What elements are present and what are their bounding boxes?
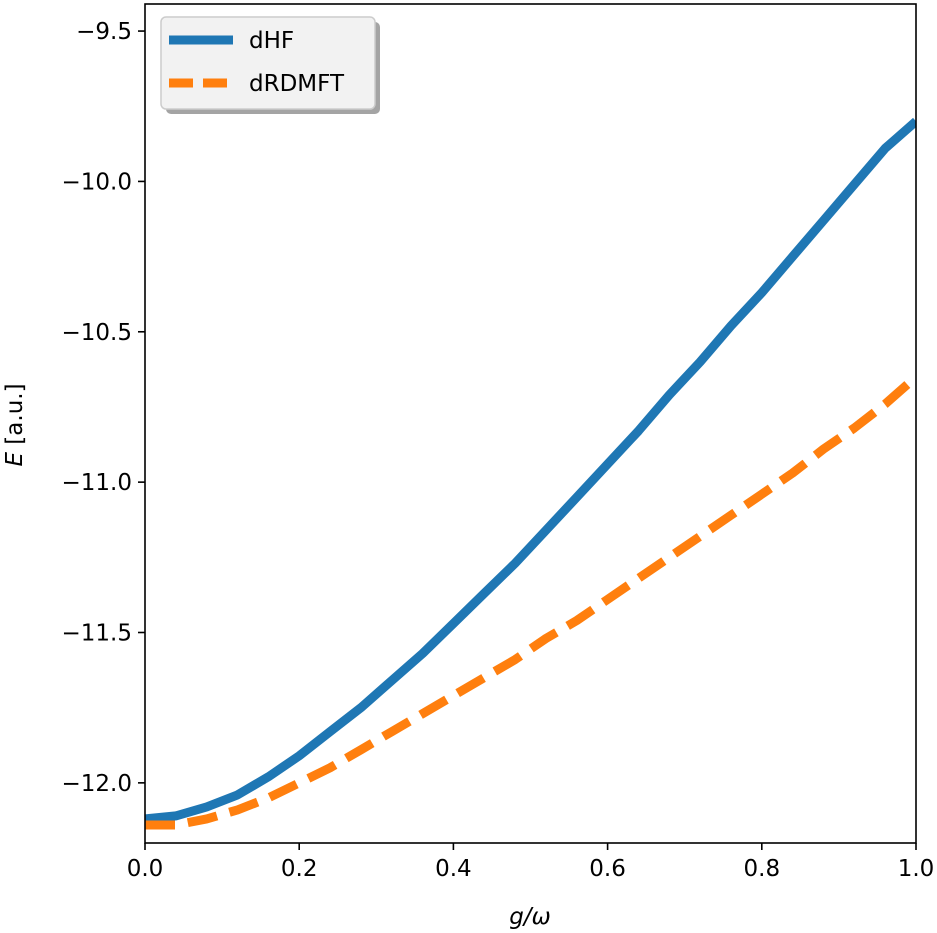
plot-frame <box>144 3 917 844</box>
y-tick-label: −10.0 <box>62 169 132 195</box>
series-layer <box>145 117 916 830</box>
y-tick-label: −11.5 <box>62 620 132 646</box>
legend: dHF dRDMFT <box>160 16 380 114</box>
y-axis-label-unit: [a.u.] <box>2 383 28 452</box>
x-axis-ticks: 0.0 0.2 0.4 0.6 0.8 1.0 <box>127 843 935 882</box>
y-tick-label: −9.5 <box>76 19 132 45</box>
x-tick-label: 1.0 <box>898 856 935 882</box>
y-axis-label-symbol: E <box>2 452 28 467</box>
x-tick-label: 0.2 <box>281 856 318 882</box>
x-tick-label: 0.8 <box>744 856 781 882</box>
legend-label-drdmft: dRDMFT <box>249 71 345 97</box>
y-axis-ticks: −9.5 −10.0 −10.5 −11.0 −11.5 −12.0 <box>62 19 145 797</box>
series-line-dhf <box>145 117 916 824</box>
x-axis-label: g/ω <box>509 904 551 930</box>
y-tick-label: −10.5 <box>62 320 132 346</box>
y-tick-label: −11.0 <box>62 470 132 496</box>
y-tick-label: −12.0 <box>62 771 132 797</box>
plot-area <box>144 3 917 844</box>
x-tick-label: 0.0 <box>127 856 164 882</box>
x-tick-label: 0.4 <box>435 856 472 882</box>
x-tick-label: 0.6 <box>589 856 626 882</box>
series-line-drdmft <box>145 373 916 830</box>
legend-label-dhf: dHF <box>249 28 294 54</box>
y-axis-label: E [a.u.] <box>2 383 28 466</box>
